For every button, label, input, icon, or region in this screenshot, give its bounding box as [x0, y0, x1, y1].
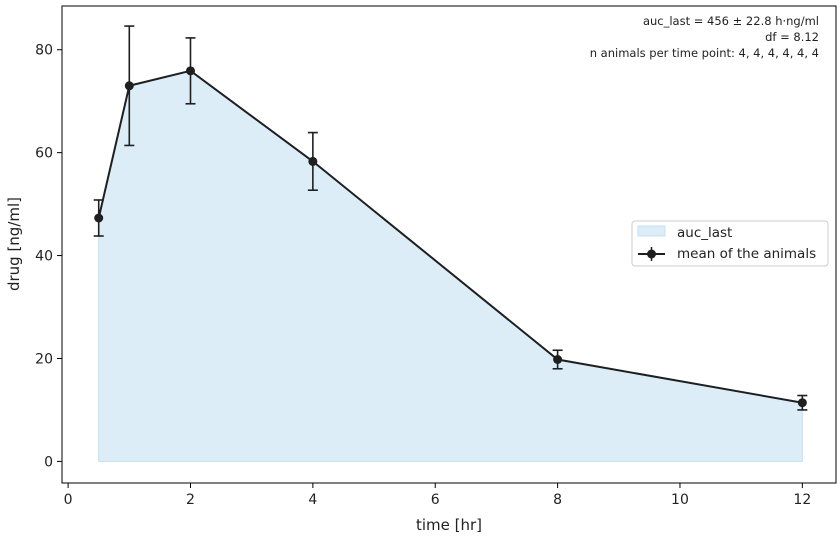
- legend-label-mean: mean of the animals: [677, 246, 816, 262]
- data-point: [553, 355, 563, 365]
- x-tick-label: 8: [553, 492, 562, 508]
- x-tick-label: 0: [64, 492, 73, 508]
- x-tick-label: 6: [431, 492, 440, 508]
- legend-label-auc: auc_last: [677, 225, 732, 241]
- y-tick-label: 80: [35, 43, 53, 59]
- plot-frame: [61, 5, 837, 484]
- y-tick-label: 60: [35, 146, 53, 162]
- annotation-auc: auc_last = 456 ± 22.8 h·ng/ml: [643, 14, 819, 28]
- data-point: [185, 66, 195, 76]
- series-layer: [93, 25, 808, 411]
- legend-swatch-auc: [637, 225, 666, 237]
- ticks-layer: 0 2 4 6 8 10 12 0 20 40 60 80: [35, 43, 811, 508]
- x-tick-label: 2: [186, 492, 195, 508]
- y-axis-label: drug [ng/ml]: [5, 197, 23, 291]
- legend: auc_last mean of the animals: [631, 220, 829, 267]
- x-tick-label: 12: [793, 492, 811, 508]
- mean-line: [97, 69, 803, 404]
- x-axis-label: time [hr]: [416, 516, 482, 534]
- data-point: [124, 81, 134, 91]
- data-point: [308, 156, 318, 166]
- y-tick-label: 0: [44, 454, 53, 470]
- y-tick-label: 20: [35, 351, 53, 367]
- x-tick-label: 10: [671, 492, 689, 508]
- data-point: [94, 213, 104, 223]
- legend-marker-mean: [647, 249, 656, 259]
- x-tick-label: 4: [308, 492, 317, 508]
- y-tick-label: 40: [35, 249, 53, 265]
- annotation-df: df = 8.12: [765, 30, 819, 44]
- data-point: [797, 398, 807, 408]
- annotation-n-animals: n animals per time point: 4, 4, 4, 4, 4,…: [590, 46, 819, 60]
- legend-box: [631, 220, 829, 267]
